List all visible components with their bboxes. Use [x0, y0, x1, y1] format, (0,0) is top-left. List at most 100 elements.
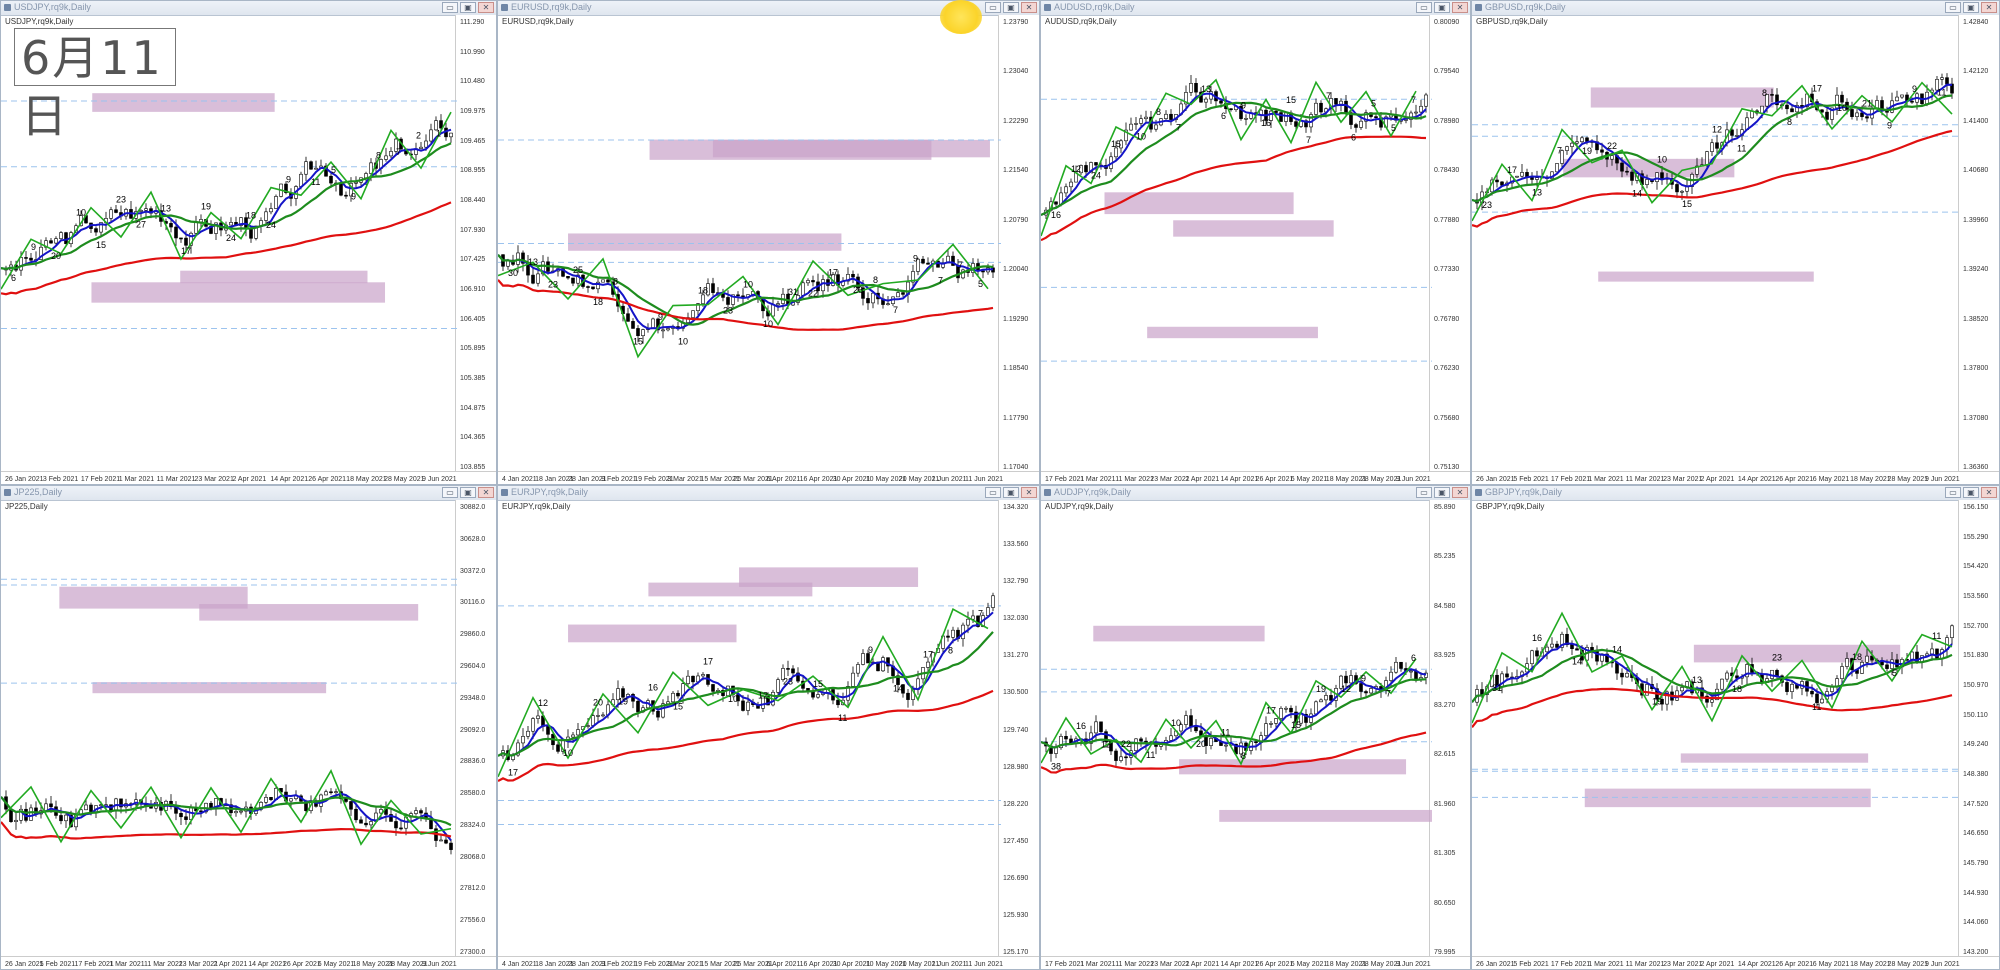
candle-body — [1855, 112, 1859, 117]
maximize-button[interactable]: ▣ — [1963, 2, 1979, 13]
candle-body — [29, 807, 33, 821]
supply-demand-zone — [92, 93, 275, 112]
chart-window[interactable]: GBPUSD,rq9k,Daily ▭ ▣ ✕ GBPUSD,rq9k,Daily 1.4… — [1471, 0, 2000, 485]
chart-window[interactable]: AUDUSD,rq9k,Daily ▭ ▣ ✕ AUDUSD,rq9k,Daily 0.8… — [1040, 0, 1471, 485]
date-tick-label: 26 Apr 2021 — [1775, 961, 1814, 968]
minimize-button[interactable]: ▭ — [985, 2, 1001, 13]
date-tick-label: 6 Apr 2021 — [766, 476, 801, 483]
candle-body — [1610, 155, 1614, 160]
date-tick-label: 26 Apr 2021 — [283, 961, 321, 968]
chart-window[interactable]: USDJPY,rq9k,Daily ▭ ▣ ✕ USDJPY,rq9k,Daily 111… — [0, 0, 497, 485]
candle-body — [19, 808, 23, 821]
chart-window[interactable]: AUDJPY,rq9k,Daily ▭ ▣ ✕ AUDJPY,rq9k,Daily 85.… — [1040, 485, 1471, 970]
chart-window[interactable]: JP225,Daily ▭ ▣ ✕ JP225,Daily 30882.0 30628.0 3… — [0, 485, 497, 970]
time-axis[interactable]: 26 Jan 2021 5 Feb 2021 17 Feb 2021 1 Mar 20… — [1472, 471, 1999, 484]
chart-titlebar[interactable]: AUDUSD,rq9k,Daily ▭ ▣ ✕ — [1041, 1, 1470, 16]
chart-titlebar[interactable]: GBPJPY,rq9k,Daily ▭ ▣ ✕ — [1472, 486, 1999, 501]
price-chart[interactable]: 16 12 24 15 10 8 7 13 6 9 16 15 7 7 6 5 5 7 — [1041, 15, 1432, 474]
date-tick-label: 28 May 2021 — [1360, 476, 1402, 483]
price-axis[interactable]: 85.890 85.235 84.580 83.925 83.270 82.615 81.9… — [1429, 500, 1470, 957]
date-tick-label: 23 Mar 2021 — [194, 476, 234, 483]
price-axis[interactable]: 0.80090 0.79540 0.78980 0.78430 0.77880 0.773… — [1429, 15, 1470, 472]
swing-count-label: 14 — [1632, 188, 1642, 198]
maximize-button[interactable]: ▣ — [460, 487, 476, 498]
supply-demand-zone — [1179, 759, 1407, 775]
supply-demand-zone — [739, 567, 919, 587]
minimize-button[interactable]: ▭ — [1416, 2, 1432, 13]
close-button[interactable]: ✕ — [1452, 487, 1468, 498]
minimize-button[interactable]: ▭ — [1945, 487, 1961, 498]
price-chart[interactable]: 31 16 14 14 19 13 18 23 11 18 5 11 — [1472, 500, 1961, 959]
minimize-button[interactable]: ▭ — [1945, 2, 1961, 13]
maximize-button[interactable]: ▣ — [1434, 2, 1450, 13]
chart-window[interactable]: EURUSD,rq9k,Daily ▭ ▣ ✕ EURUSD,rq9k,Daily 1.2… — [497, 0, 1040, 485]
maximize-button[interactable]: ▣ — [1963, 487, 1979, 498]
maximize-button[interactable]: ▣ — [1434, 487, 1450, 498]
time-axis[interactable]: 26 Jan 2021 5 Feb 2021 17 Feb 2021 1 Mar 20… — [1, 956, 496, 969]
price-axis[interactable]: 1.23790 1.23040 1.22290 1.21540 1.20790 1.200… — [998, 15, 1039, 472]
price-chart[interactable] — [1, 500, 458, 959]
close-button[interactable]: ✕ — [478, 2, 494, 13]
price-axis[interactable]: 111.290 110.990 110.480 109.975 109.465 108.9… — [455, 15, 496, 472]
candle-body — [1264, 723, 1268, 736]
candle-body — [951, 255, 955, 266]
price-tick-label: 107.425 — [460, 256, 486, 264]
price-chart[interactable]: 38 16 12 22 11 10 20 11 8 17 15 19 12 9 7 6 — [1041, 500, 1432, 959]
close-button[interactable]: ✕ — [1981, 2, 1997, 13]
candle-body — [896, 675, 900, 685]
candle-body — [1620, 162, 1624, 172]
candle-body — [1129, 123, 1133, 131]
chart-window[interactable]: GBPJPY,rq9k,Daily ▭ ▣ ✕ GBPJPY,rq9k,Daily 156… — [1471, 485, 2000, 970]
swing-count-label: 9 — [286, 175, 291, 185]
close-button[interactable]: ✕ — [478, 487, 494, 498]
time-axis[interactable]: 4 Jan 2021 18 Jan 2021 28 Jan 2021 9 Feb 20… — [498, 956, 1039, 969]
candle-body — [1054, 747, 1058, 754]
minimize-button[interactable]: ▭ — [442, 2, 458, 13]
supply-demand-zone — [648, 582, 813, 597]
price-axis[interactable]: 134.320 133.560 132.790 132.030 131.270 130.5… — [998, 500, 1039, 957]
candle-body — [1094, 162, 1098, 166]
candle-body — [1925, 653, 1929, 656]
chart-window-title: GBPUSD,rq9k,Daily — [1485, 2, 1566, 12]
price-tick-label: 143.200 — [1963, 949, 1989, 956]
close-button[interactable]: ✕ — [1021, 487, 1037, 498]
swing-count-label: 11 — [838, 713, 847, 723]
chart-titlebar[interactable]: USDJPY,rq9k,Daily ▭ ▣ ✕ — [1, 1, 496, 16]
swing-count-label: 23 — [783, 676, 793, 686]
date-tick-label: 1 Mar 2021 — [1588, 961, 1624, 968]
price-axis[interactable]: 1.42840 1.42120 1.41400 1.40680 1.39960 1.392… — [1958, 15, 1999, 472]
price-axis[interactable]: 156.150 155.290 154.420 153.560 152.700 151.8… — [1958, 500, 1999, 957]
maximize-button[interactable]: ▣ — [1003, 2, 1019, 13]
close-button[interactable]: ✕ — [1452, 2, 1468, 13]
close-button[interactable]: ✕ — [1021, 2, 1037, 13]
close-button[interactable]: ✕ — [1981, 487, 1997, 498]
price-chart[interactable]: 17 12 10 20 19 16 15 17 10 12 23 15 11 9 14 17 8 7 — [498, 500, 1001, 959]
time-axis[interactable]: 17 Feb 2021 1 Mar 2021 11 Mar 2021 23 Mar 2… — [1041, 956, 1470, 969]
candle-body — [1815, 693, 1819, 704]
maximize-button[interactable]: ▣ — [1003, 487, 1019, 498]
minimize-button[interactable]: ▭ — [442, 487, 458, 498]
chart-window[interactable]: EURJPY,rq9k,Daily ▭ ▣ ✕ EURJPY,rq9k,Daily 134… — [497, 485, 1040, 970]
swing-count-label: 19 — [1316, 684, 1326, 694]
chart-titlebar[interactable]: AUDJPY,rq9k,Daily ▭ ▣ ✕ — [1041, 486, 1470, 501]
time-axis[interactable]: 4 Jan 2021 18 Jan 2021 28 Jan 2021 9 Feb 20… — [498, 471, 1039, 484]
minimize-button[interactable]: ▭ — [985, 487, 1001, 498]
time-axis[interactable]: 26 Jan 2021 3 Feb 2021 17 Feb 2021 1 Mar 20… — [1, 471, 496, 484]
minimize-button[interactable]: ▭ — [1416, 487, 1432, 498]
chart-titlebar[interactable]: EURJPY,rq9k,Daily ▭ ▣ ✕ — [498, 486, 1039, 501]
candle-body — [59, 232, 63, 239]
price-chart[interactable]: 6 9 20 10 15 23 27 13 17 19 24 18 24 9 11 5 9 8 7 2 1 — [1, 15, 458, 474]
candle-body — [596, 281, 600, 290]
time-axis[interactable]: 26 Jan 2021 5 Feb 2021 17 Feb 2021 1 Mar 20… — [1472, 956, 1999, 969]
date-tick-label: 30 Apr 2021 — [832, 961, 871, 968]
chart-titlebar[interactable]: GBPUSD,rq9k,Daily ▭ ▣ ✕ — [1472, 1, 1999, 16]
price-chart[interactable]: 23 17 13 7 19 22 14 10 15 12 11 8 8 17 10 21 9 9 11 — [1472, 15, 1961, 474]
price-axis[interactable]: 30882.0 30628.0 30372.0 30116.0 29860.0 29604… — [455, 500, 496, 957]
price-chart[interactable]: 30 13 23 25 18 8 15 9 10 18 23 10 10 31 22 17 26 8 7 9 7 7 5 — [498, 15, 1001, 474]
time-axis[interactable]: 17 Feb 2021 1 Mar 2021 11 Mar 2021 23 Mar 2… — [1041, 471, 1470, 484]
supply-demand-zone — [91, 282, 386, 303]
chart-titlebar[interactable]: JP225,Daily ▭ ▣ ✕ — [1, 486, 496, 501]
chart-titlebar[interactable]: EURUSD,rq9k,Daily ▭ ▣ ✕ — [498, 1, 1039, 16]
maximize-button[interactable]: ▣ — [460, 2, 476, 13]
price-tick-label: 1.17790 — [1003, 414, 1029, 422]
